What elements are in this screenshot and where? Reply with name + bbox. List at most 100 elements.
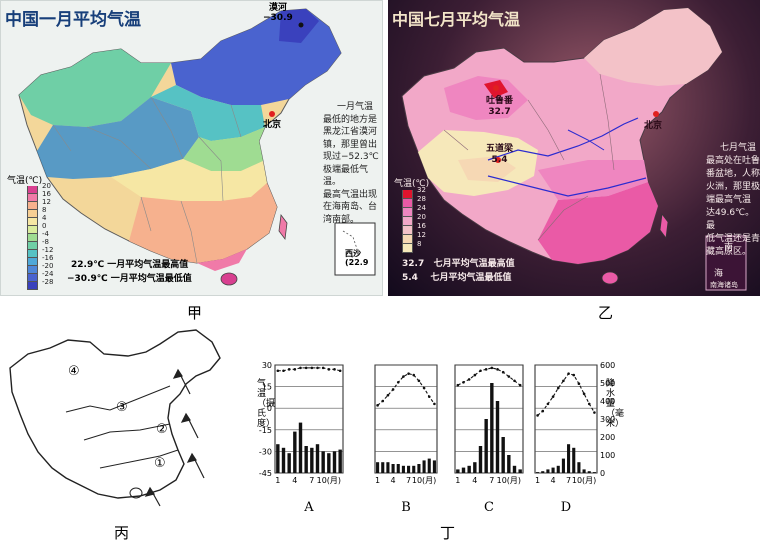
january-legend: 20 16 12 8 4 0 -4 -8 -12 -16 -20 -24 -28	[27, 182, 53, 290]
zone-plateau-core	[458, 156, 516, 182]
temp-point	[304, 366, 308, 370]
legend-tick-label: 20	[42, 182, 51, 190]
outline-hainan	[129, 487, 143, 499]
precip-bar	[484, 419, 488, 473]
legend-swatch: 20	[27, 182, 51, 194]
x-tick-label: 4	[292, 476, 297, 485]
hainan-island	[220, 272, 238, 286]
temp-point	[593, 411, 596, 414]
precip-bar	[427, 458, 431, 473]
zone-tarim	[444, 76, 528, 120]
outline-boundary-middle	[83, 423, 171, 441]
precip-bar	[287, 453, 291, 473]
legend-swatch: 12	[402, 231, 426, 244]
inset-label-mid: 海	[714, 269, 724, 279]
precip-bar	[276, 444, 280, 473]
precip-bar	[507, 455, 511, 473]
zone-plateau	[37, 97, 199, 179]
precip-bar	[592, 472, 596, 473]
legend-tick-label: 24	[417, 204, 426, 212]
left-tick-label: -30	[259, 447, 272, 456]
july-province-lines	[443, 73, 615, 241]
station-label: D	[561, 500, 571, 515]
temp-point	[518, 383, 522, 387]
climograph-frame	[274, 364, 344, 474]
legend-swatch: -28	[27, 278, 53, 290]
legend-tick-label: 4	[42, 214, 47, 222]
caption-bing: 丙	[114, 524, 130, 542]
zone-south	[129, 183, 277, 263]
x-tick-label: 1	[455, 476, 460, 485]
temp-point	[556, 386, 560, 390]
mohe-marker	[298, 22, 304, 28]
july-max-row: 32.7 七月平均气温最高值	[402, 259, 515, 269]
legend-swatch: -16	[27, 254, 53, 266]
x-tick-label: 1	[375, 476, 380, 485]
temp-line	[377, 373, 435, 406]
precip-bar	[567, 444, 571, 473]
temp-point	[541, 409, 545, 413]
zone-central	[183, 127, 265, 171]
temp-point	[293, 368, 297, 371]
temp-point	[433, 402, 436, 406]
precip-bar	[501, 437, 505, 473]
legend-tick-label: 12	[417, 231, 426, 239]
july-title: 中国七月平均气温	[392, 10, 521, 29]
legend-tick-label: 16	[42, 190, 51, 198]
january-min-text: −30.9℃ 一月平均气温最低值	[67, 274, 192, 284]
temp-point	[422, 386, 426, 390]
station-label: C	[484, 500, 494, 515]
precip-bar	[381, 462, 385, 473]
july-min-row: 5.4 七月平均气温最低值	[402, 273, 512, 283]
legend-swatch: -12	[27, 246, 53, 258]
right-tick-label: 600	[600, 361, 615, 370]
temp-point	[567, 372, 570, 375]
temp-point	[587, 402, 591, 406]
precip-bar	[473, 462, 477, 473]
zone-northeast-july	[584, 8, 722, 86]
temp-point	[402, 375, 405, 378]
zone-yangtze-july	[538, 160, 648, 200]
outline-boundary-south	[99, 449, 179, 469]
legend-tick-label: 32	[417, 186, 426, 194]
legend-swatch: 8	[402, 240, 421, 253]
july-legend: 32 28 24 20 16 12 8	[402, 186, 426, 253]
precip-bar	[541, 471, 545, 473]
marker-4: ④	[68, 364, 80, 379]
temp-point	[327, 368, 331, 371]
july-note: 七月气温 最高处在吐鲁 番盆地，人称 火洲，那里极 端最高气温 达49.6℃。最…	[706, 143, 760, 257]
legend-tick-label: 20	[417, 213, 426, 221]
inset-dashed-line	[342, 230, 358, 264]
hainan-island-july	[601, 271, 619, 285]
precip-bar	[422, 460, 426, 473]
precip-bar	[412, 465, 416, 473]
monsoon-arrows	[144, 368, 205, 507]
yangtze-river	[487, 175, 647, 197]
temp-point	[496, 368, 499, 371]
precip-bar	[467, 465, 471, 473]
temp-point	[391, 388, 395, 391]
caption-jia: 甲	[187, 304, 203, 322]
temp-point	[507, 375, 511, 378]
temp-point	[310, 366, 314, 370]
legend-tick-label: 8	[417, 240, 422, 248]
precip-bar	[315, 444, 320, 473]
inset-label-bottom: 南海诸岛	[710, 281, 738, 289]
wudaoliang-marker	[495, 157, 501, 163]
legend-swatch: 12	[27, 198, 51, 210]
precip-bar	[321, 451, 325, 473]
x-tick-label: 4	[391, 476, 396, 485]
x-tick-label: 10(月)	[497, 476, 521, 485]
legend-swatch: 28	[402, 195, 426, 208]
station-label: A	[303, 500, 314, 515]
temp-point	[572, 373, 576, 377]
temp-point	[546, 402, 550, 406]
temp-point	[582, 392, 586, 396]
caption-yi: 乙	[598, 304, 614, 322]
right-tick-label: 500	[600, 379, 615, 388]
legend-swatch: 4	[27, 214, 46, 226]
precip-bar	[376, 462, 380, 473]
x-tick-label: 7	[489, 476, 494, 485]
precip-bar	[386, 462, 390, 473]
temp-point	[462, 380, 465, 384]
